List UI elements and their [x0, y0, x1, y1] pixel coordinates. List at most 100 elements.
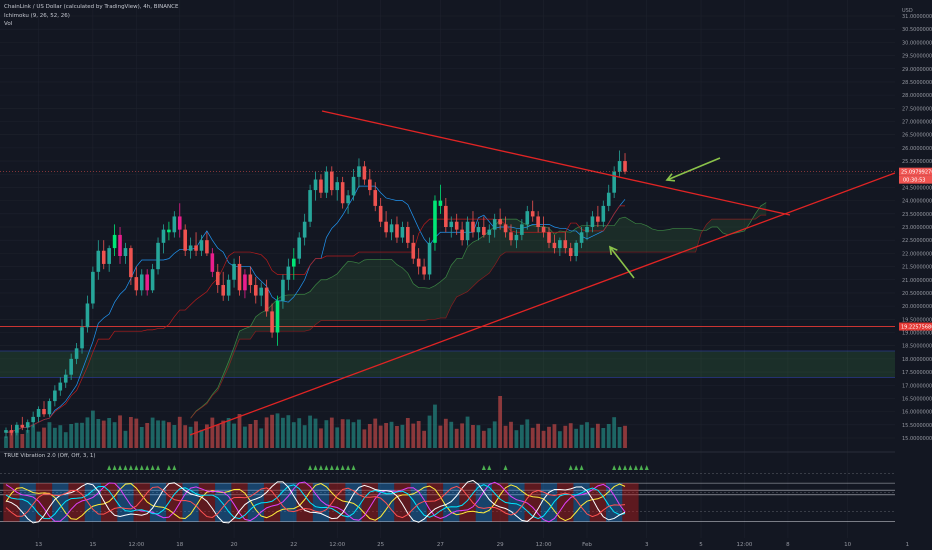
candle-body[interactable] [286, 266, 291, 280]
candle-body[interactable] [139, 274, 144, 291]
candle-body[interactable] [167, 229, 171, 233]
time-axis[interactable]: 13 15 12:00 18 20 22 12:00 25 27 29 12:00 Feb 3 5 12:0… [0, 538, 932, 550]
candle-body[interactable] [112, 234, 117, 249]
candle-body[interactable] [335, 182, 340, 191]
candle-body[interactable] [476, 227, 481, 233]
candle-body[interactable] [590, 216, 595, 227]
candle-body[interactable] [373, 190, 378, 206]
candle-body[interactable] [498, 219, 502, 225]
candle-body[interactable] [487, 229, 492, 235]
candle-body[interactable] [63, 374, 68, 383]
candle-body[interactable] [558, 240, 562, 249]
ichimoku-legend[interactable]: Ichimoku (9, 26, 52, 26) [4, 13, 70, 19]
candle-body[interactable] [433, 200, 437, 243]
candle-body[interactable] [438, 200, 443, 206]
candle-body[interactable] [297, 237, 302, 259]
candlestick-series[interactable] [4, 150, 627, 438]
candle-body[interactable] [330, 171, 334, 191]
candle-body[interactable] [416, 258, 421, 267]
candle-body[interactable] [444, 205, 448, 227]
candle-body[interactable] [118, 234, 122, 257]
candle-body[interactable] [156, 242, 160, 270]
annotation-arrows[interactable] [608, 157, 721, 279]
candle-body[interactable] [454, 221, 459, 230]
candle-body[interactable] [509, 232, 513, 241]
candle-body[interactable] [129, 248, 133, 278]
candle-body[interactable] [210, 253, 215, 272]
candle-body[interactable] [259, 287, 264, 296]
candle-body[interactable] [492, 219, 497, 230]
candle-body[interactable] [199, 240, 204, 251]
candle-body[interactable] [248, 274, 253, 286]
candle-body[interactable] [368, 179, 372, 191]
candle-body[interactable] [145, 274, 149, 291]
candle-body[interactable] [568, 248, 573, 257]
candle-body[interactable] [308, 190, 312, 222]
candle-body[interactable] [547, 232, 551, 243]
descending-trendline[interactable] [321, 110, 791, 216]
candle-body[interactable] [541, 227, 546, 233]
candle-body[interactable] [471, 221, 475, 233]
candle-body[interactable] [422, 266, 426, 275]
candle-body[interactable] [9, 430, 14, 433]
candle-body[interactable] [237, 263, 242, 291]
candle-body[interactable] [134, 277, 139, 291]
candle-body[interactable] [150, 269, 155, 291]
candle-body[interactable] [275, 300, 280, 333]
candle-body[interactable] [194, 245, 198, 251]
ascending-trendline[interactable] [189, 172, 896, 436]
candle-body[interactable] [270, 311, 274, 333]
candle-body[interactable] [53, 390, 57, 402]
candle-body[interactable] [406, 227, 410, 243]
candle-body[interactable] [177, 216, 182, 230]
candle-body[interactable] [4, 430, 8, 433]
candle-body[interactable] [357, 166, 361, 177]
candle-body[interactable] [221, 285, 225, 296]
candle-body[interactable] [58, 382, 63, 391]
bounce-arrow[interactable] [608, 245, 635, 279]
oscillator-title[interactable]: TRUE Vibration 2.0 (Off, Off, 3, 1) [4, 453, 96, 459]
candle-body[interactable] [107, 248, 111, 264]
candle-body[interactable] [525, 211, 530, 225]
candle-body[interactable] [31, 416, 35, 423]
candle-body[interactable] [15, 424, 19, 433]
candle-body[interactable] [585, 227, 589, 233]
candle-body[interactable] [253, 285, 258, 296]
candle-body[interactable] [96, 250, 101, 272]
candle-body[interactable] [623, 161, 627, 172]
candle-body[interactable] [503, 224, 508, 233]
candle-body[interactable] [42, 408, 46, 415]
candle-body[interactable] [427, 242, 432, 275]
candle-body[interactable] [69, 358, 73, 375]
price-axis[interactable]: 31.00000000 30.50000000 30.00000000 29.5000… [895, 0, 932, 538]
candle-body[interactable] [449, 221, 454, 227]
candle-body[interactable] [346, 195, 350, 204]
volume-legend[interactable]: Vol [4, 21, 13, 27]
candle-body[interactable] [324, 171, 329, 193]
candle-body[interactable] [101, 250, 106, 264]
candle-body[interactable] [536, 216, 540, 227]
candle-body[interactable] [313, 179, 318, 191]
candle-body[interactable] [340, 182, 345, 204]
candle-body[interactable] [20, 424, 25, 428]
candle-body[interactable] [460, 229, 464, 241]
candle-body[interactable] [85, 303, 90, 328]
candle-body[interactable] [188, 245, 193, 251]
candle-body[interactable] [411, 242, 416, 259]
candle-body[interactable] [563, 240, 568, 249]
candle-body[interactable] [205, 240, 209, 254]
candle-body[interactable] [395, 224, 399, 238]
candle-body[interactable] [302, 221, 307, 238]
candle-body[interactable] [172, 216, 177, 233]
candle-body[interactable] [389, 224, 394, 233]
breakout-arrow[interactable] [665, 157, 721, 182]
candle-body[interactable] [400, 227, 405, 238]
candle-body[interactable] [36, 408, 41, 417]
candle-body[interactable] [612, 171, 616, 193]
candle-body[interactable] [617, 161, 622, 172]
candle-body[interactable] [123, 248, 128, 257]
candle-body[interactable] [47, 401, 52, 415]
candle-body[interactable] [319, 179, 323, 193]
candle-body[interactable] [482, 227, 486, 235]
